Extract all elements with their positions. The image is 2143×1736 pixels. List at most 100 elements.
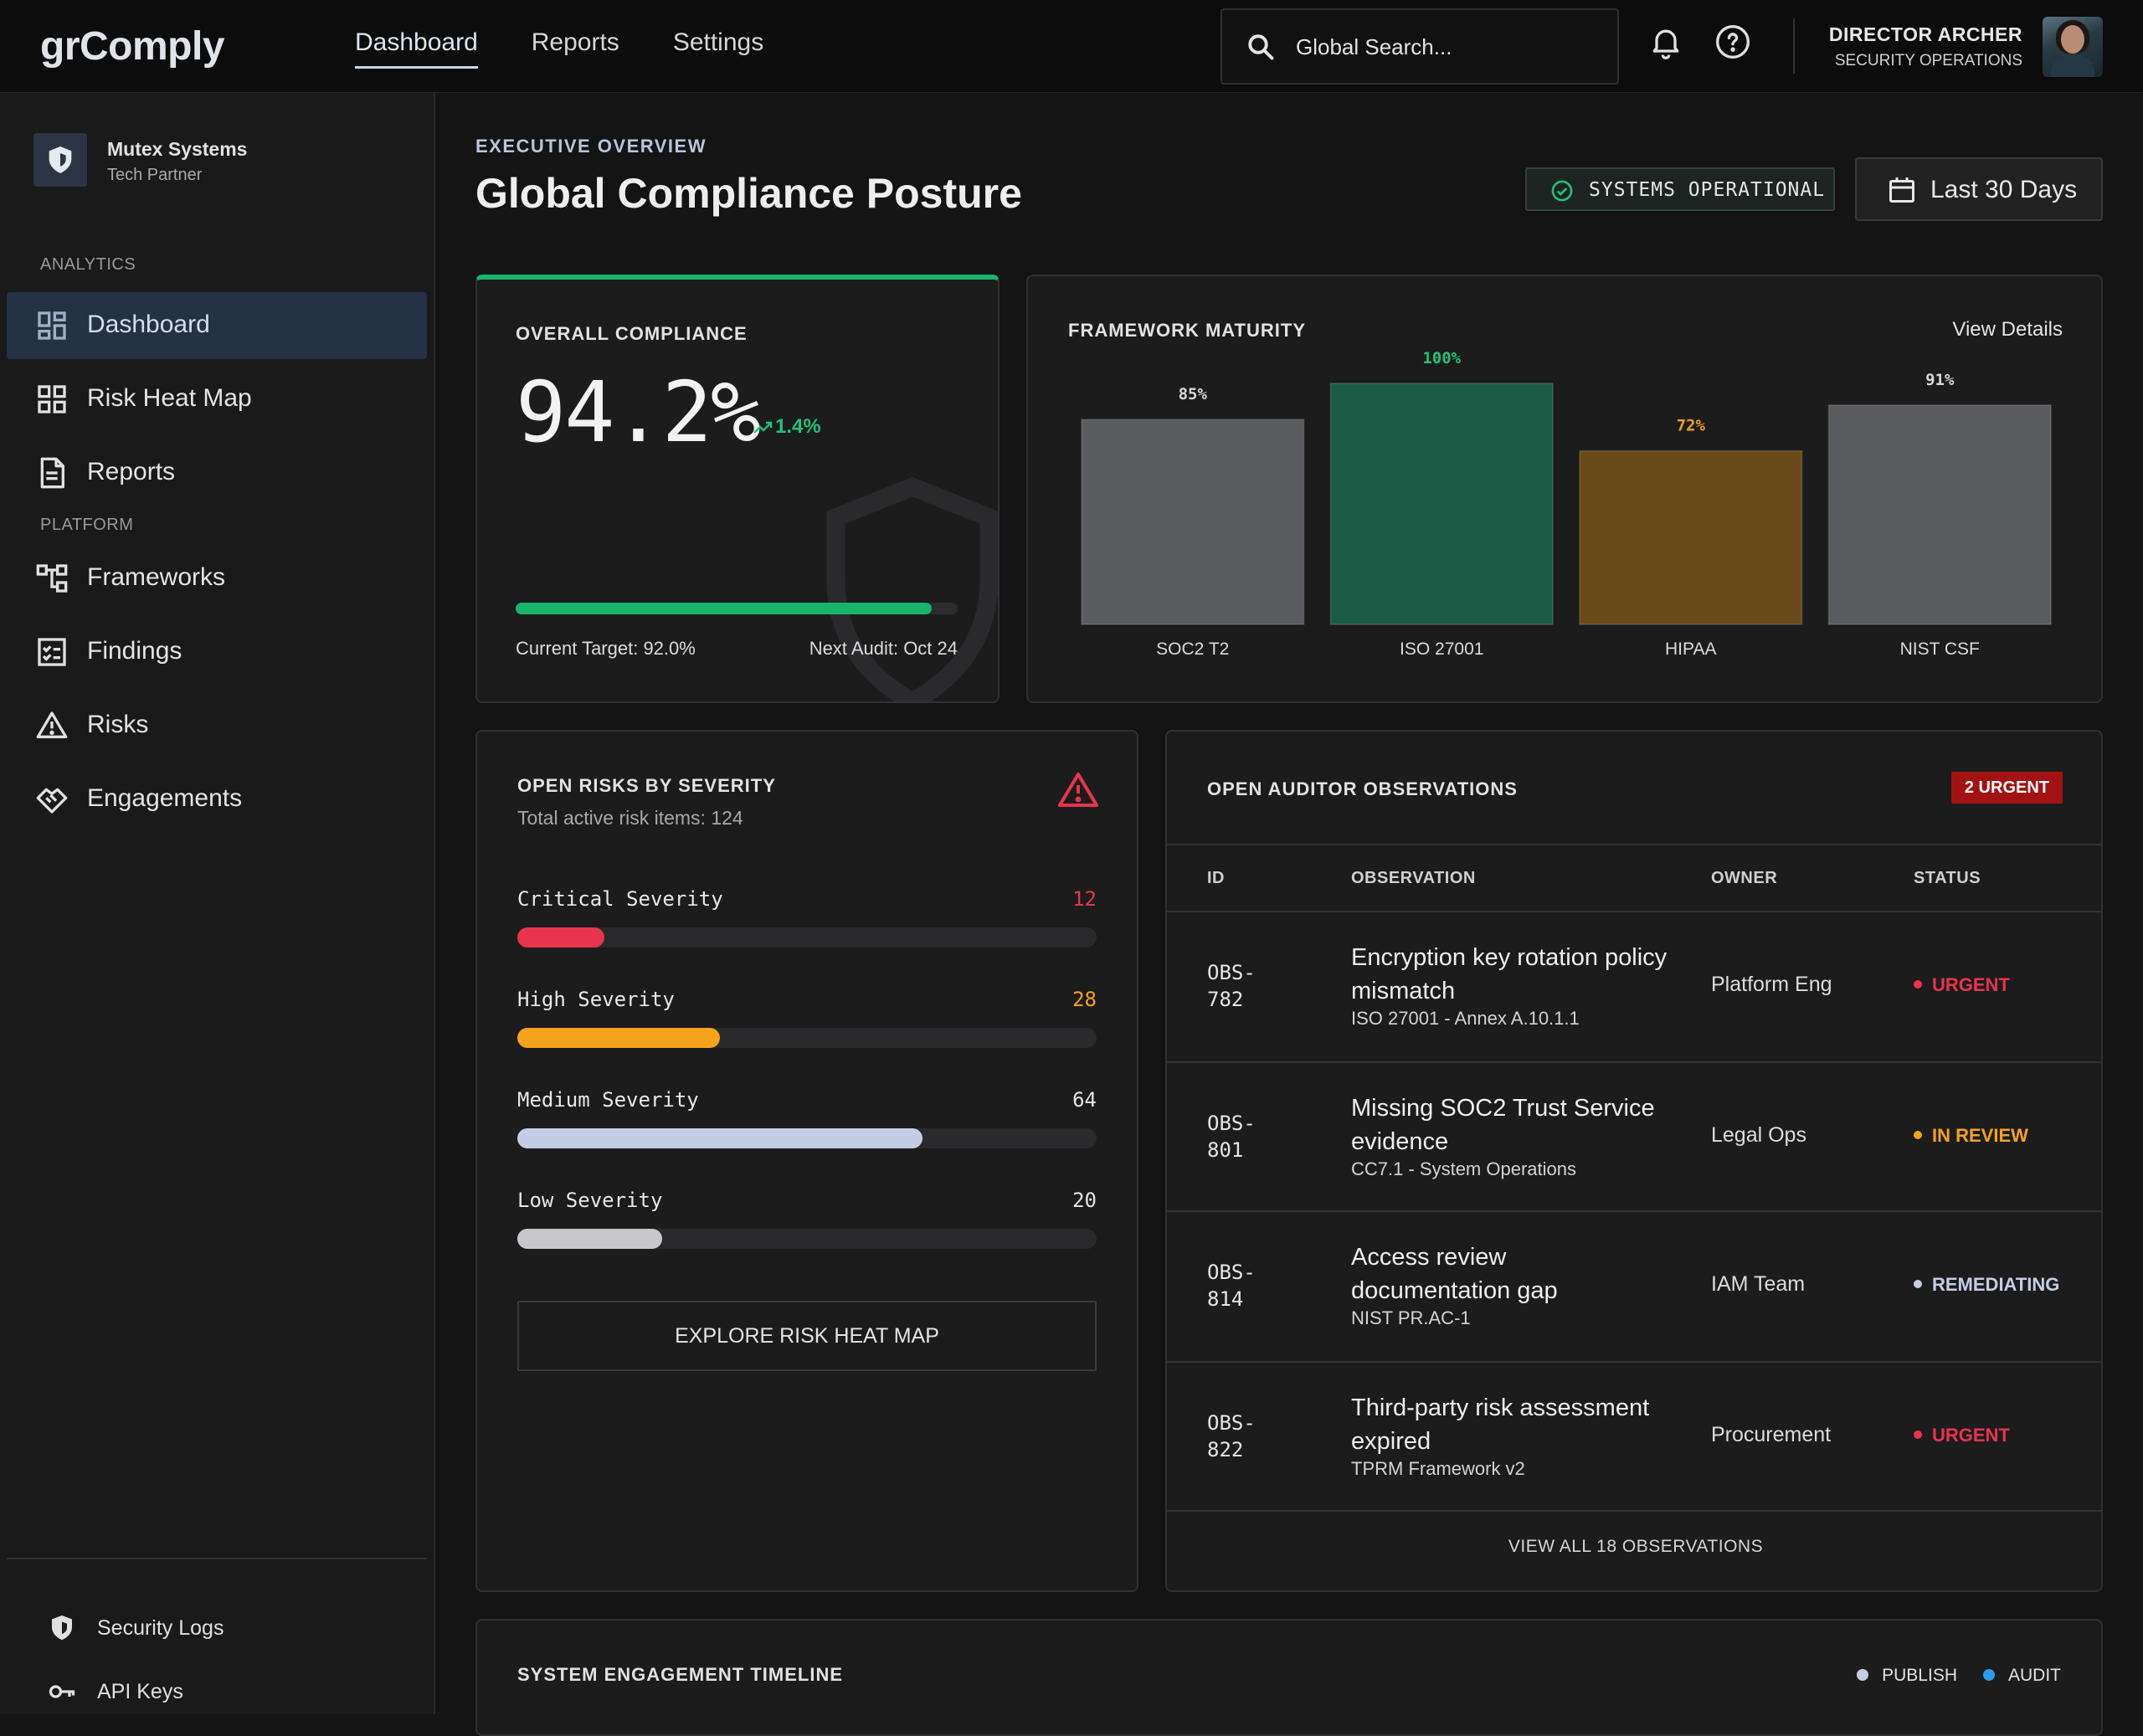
severity-label: Critical Severity — [517, 887, 723, 911]
observation-title: Encryption key rotation policy mismatch — [1351, 944, 1668, 1004]
bar-iso-27001[interactable] — [1329, 383, 1554, 625]
view-all-observations-link[interactable]: VIEW ALL 18 OBSERVATIONS — [1508, 1537, 1764, 1556]
observation-id: OBS-814 — [1207, 1261, 1256, 1311]
observation-title: Third-party risk assessment expired — [1351, 1394, 1650, 1455]
observation-title: Missing SOC2 Trust Service evidence — [1351, 1095, 1655, 1155]
dashboard-icon — [38, 311, 66, 340]
divider — [1167, 911, 2101, 912]
severity-count: 28 — [1072, 988, 1097, 1011]
severity-track — [517, 1028, 1097, 1048]
bar-soc2-t2[interactable] — [1081, 419, 1305, 625]
table-row[interactable]: OBS-801 Missing SOC2 Trust Service evide… — [1167, 1063, 2101, 1212]
severity-label: Medium Severity — [517, 1088, 699, 1112]
bar-value-label: 85% — [1179, 385, 1208, 403]
date-range-button[interactable]: Last 30 Days — [1855, 157, 2103, 221]
severity-label: High Severity — [517, 988, 675, 1011]
sidebar: Mutex Systems Tech Partner ANALYTICS Das… — [0, 93, 435, 1714]
sidebar-item-label: Engagements — [87, 784, 243, 812]
section-label-analytics: ANALYTICS — [40, 255, 136, 274]
global-search — [1221, 8, 1619, 85]
sidebar-item-reports[interactable]: Reports — [7, 439, 427, 506]
divider — [1167, 1210, 2101, 1212]
legend-audit: AUDIT — [1983, 1666, 2061, 1686]
category-label: ISO 27001 — [1400, 639, 1483, 659]
sidebar-item-findings[interactable]: Findings — [7, 619, 427, 686]
checklist-icon — [38, 638, 66, 666]
open-risks-card: OPEN RISKS BY SEVERITY Total active risk… — [475, 730, 1138, 1592]
topnav-settings[interactable]: Settings — [672, 28, 764, 56]
card-title: OVERALL COMPLIANCE — [516, 323, 748, 344]
severity-label: Low Severity — [517, 1189, 663, 1212]
sidebar-item-label: Risk Heat Map — [87, 384, 252, 412]
top-nav: Dashboard Reports Settings — [355, 0, 817, 93]
search-icon — [1248, 34, 1274, 60]
sidebar-item-frameworks[interactable]: Frameworks — [7, 545, 427, 612]
status-text: SYSTEMS OPERATIONAL — [1589, 179, 1826, 201]
grid-icon — [38, 385, 66, 413]
table-row[interactable]: OBS-822 Third-party risk assessment expi… — [1167, 1363, 2101, 1512]
user-name[interactable]: DIRECTOR ARCHER — [1828, 23, 2022, 45]
search-input[interactable] — [1296, 28, 1606, 65]
sidebar-item-label: Risks — [87, 711, 149, 738]
key-icon — [49, 1685, 75, 1698]
compliance-delta: 1.4% — [753, 415, 821, 439]
sidebar-item-engagements[interactable]: Engagements — [7, 766, 427, 833]
avatar[interactable] — [2043, 17, 2103, 77]
app-logo[interactable]: grComply — [40, 24, 225, 69]
check-circle-icon — [1551, 180, 1573, 202]
table-row[interactable]: OBS-814 Access review documentation gap … — [1167, 1212, 2101, 1361]
observation-id: OBS-801 — [1207, 1112, 1256, 1162]
severity-fill — [517, 927, 604, 948]
view-details-link[interactable]: View Details — [1952, 318, 2063, 341]
page-title: Global Compliance Posture — [475, 170, 1022, 217]
warning-icon — [36, 711, 68, 738]
severity-track — [517, 927, 1097, 948]
severity-count: 12 — [1072, 887, 1097, 911]
observation-title: Access review documentation gap — [1351, 1244, 1558, 1304]
sidebar-item-dashboard[interactable]: Dashboard — [7, 292, 427, 359]
shield-icon — [49, 146, 72, 173]
observation-reference: CC7.1 - System Operations — [1351, 1158, 1576, 1179]
status-badge: IN REVIEW — [1914, 1125, 2028, 1147]
sidebar-item-label: Dashboard — [87, 311, 210, 338]
column-header-observation: OBSERVATION — [1351, 869, 1476, 887]
top-divider — [1793, 18, 1795, 74]
topnav-dashboard[interactable]: Dashboard — [355, 0, 478, 93]
severity-track — [517, 1128, 1097, 1148]
next-audit: Next Audit: Oct 24 — [809, 638, 958, 659]
topnav-reports[interactable]: Reports — [531, 28, 619, 56]
calendar-icon — [1889, 177, 1914, 203]
alert-icon — [1058, 773, 1098, 807]
divider — [1167, 1510, 2101, 1512]
handshake-icon — [36, 788, 68, 814]
severity-fill — [517, 1028, 721, 1048]
sidebar-item-risk-heat-map[interactable]: Risk Heat Map — [7, 366, 427, 433]
sidebar-item-risks[interactable]: Risks — [7, 692, 427, 759]
explore-risk-heat-map-button[interactable]: EXPLORE RISK HEAT MAP — [517, 1301, 1097, 1371]
column-header-owner: OWNER — [1711, 869, 1778, 887]
help-icon[interactable] — [1714, 23, 1751, 60]
shield-icon — [52, 1615, 72, 1641]
framework-maturity-chart: 85% SOC2 T2 100% ISO 27001 72% HIPAA 91% NIST C… — [1081, 349, 2052, 659]
compliance-progress-fill — [516, 603, 933, 614]
severity-row-low: Low Severity 20 — [517, 1189, 1097, 1264]
bar-value-label: 100% — [1422, 349, 1461, 367]
category-label: NIST CSF — [1900, 639, 1980, 659]
urgent-count-badge: 2 URGENT — [1950, 772, 2063, 804]
severity-fill — [517, 1128, 923, 1148]
observation-reference: TPRM Framework v2 — [1351, 1458, 1525, 1479]
legend-publish: PUBLISH — [1857, 1666, 1957, 1686]
org-badge — [33, 133, 87, 187]
table-row[interactable]: OBS-782 Encryption key rotation policy m… — [1167, 912, 2101, 1061]
sidebar-item-label: API Keys — [97, 1680, 183, 1703]
divider — [1167, 1361, 2101, 1363]
sidebar-item-label: Findings — [87, 637, 182, 665]
observation-id: OBS-822 — [1207, 1411, 1256, 1461]
severity-row-high: High Severity 28 — [517, 988, 1097, 1063]
status-badge: URGENT — [1914, 1425, 2010, 1446]
bell-icon[interactable] — [1647, 23, 1684, 60]
bar-nist-csf[interactable] — [1827, 403, 2052, 625]
compliance-progress-track — [516, 603, 958, 614]
bar-hipaa[interactable] — [1579, 449, 1803, 625]
current-target: Current Target: 92.0% — [516, 638, 696, 659]
